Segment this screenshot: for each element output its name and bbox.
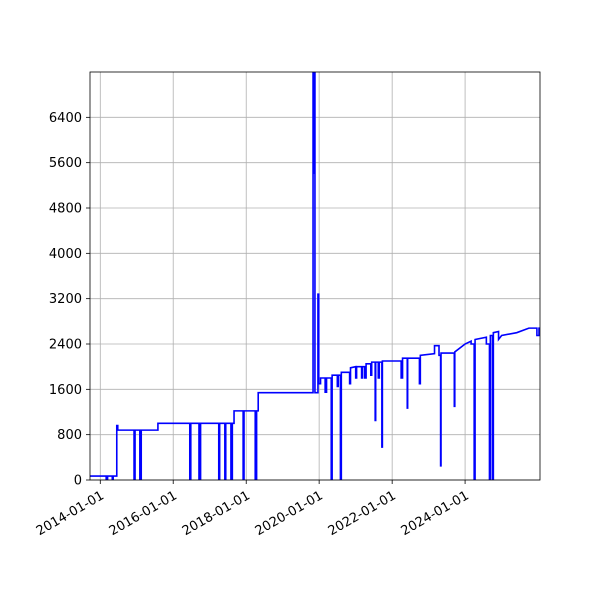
y-tick-label: 4800 bbox=[49, 202, 82, 217]
axes: 0 800 1600 2400 3200 4000 4800 5600 6400 2014-01-… bbox=[34, 71, 541, 539]
y-tick-label: 1600 bbox=[49, 383, 82, 398]
x-tick-label: 2020-01-01 bbox=[253, 488, 326, 539]
y-tick-label: 3200 bbox=[49, 292, 82, 307]
x-tick-label: 2022-01-01 bbox=[326, 488, 399, 539]
y-tick-label: 2400 bbox=[49, 338, 82, 353]
y-tick-label: 4000 bbox=[49, 247, 82, 262]
x-tick-label: 2018-01-01 bbox=[180, 488, 253, 539]
x-tick-label: 2016-01-01 bbox=[107, 488, 180, 539]
y-tick-label: 6400 bbox=[49, 111, 82, 126]
y-tick-label: 5600 bbox=[49, 156, 82, 171]
series-line-0 bbox=[90, 72, 540, 480]
plot-frame bbox=[89, 71, 541, 481]
series-layer bbox=[90, 72, 540, 480]
x-tick-label: 2024-01-01 bbox=[399, 488, 472, 539]
y-tick-label: 800 bbox=[57, 428, 82, 443]
x-tick-label: 2014-01-01 bbox=[34, 488, 107, 539]
y-tick-label: 0 bbox=[74, 474, 82, 489]
